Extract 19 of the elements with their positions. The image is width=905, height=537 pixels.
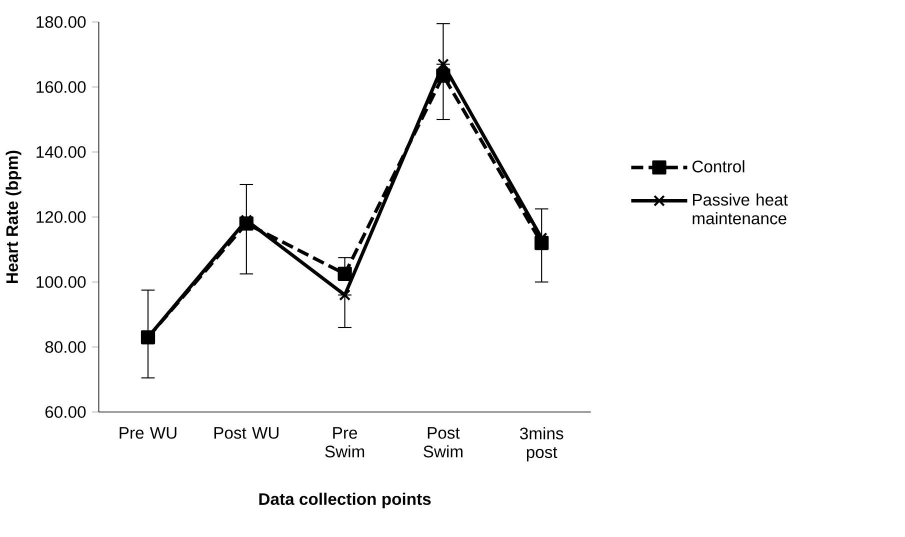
point bbox=[436, 68, 450, 83]
y-tick-label: 140.00 bbox=[36, 146, 86, 158]
x-tick-label: Post Swim bbox=[424, 427, 462, 458]
y-tick-label: 80.00 bbox=[45, 341, 86, 353]
x-axis-title: Data collection points bbox=[259, 492, 431, 508]
x-tick-label: Post WU bbox=[214, 427, 278, 439]
x-tick-label: 3mins post bbox=[520, 427, 564, 462]
y-tick-label: 60.00 bbox=[45, 406, 86, 418]
point bbox=[338, 266, 352, 281]
y-axis-title: Heart Rate (bpm) bbox=[6, 150, 22, 284]
legend-label: Passive heat maintenance bbox=[692, 193, 788, 224]
x-tick-label: Pre WU bbox=[120, 427, 176, 439]
y-tick-label: 120.00 bbox=[36, 211, 86, 223]
y-tick-label: 160.00 bbox=[36, 81, 86, 93]
y-tick-label: 100.00 bbox=[36, 276, 86, 288]
point bbox=[339, 289, 351, 301]
x-tick-label: Pre Swim bbox=[325, 427, 364, 458]
legend-label: Control bbox=[692, 160, 744, 172]
y-tick-label: 180.00 bbox=[36, 16, 86, 28]
